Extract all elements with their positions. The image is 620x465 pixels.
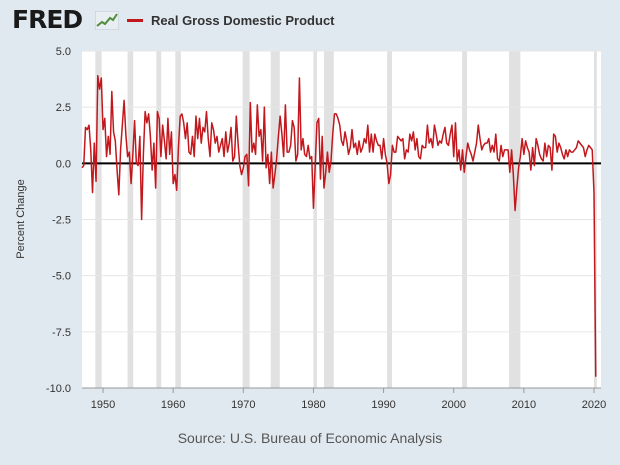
y-tick-label: -7.5 bbox=[52, 327, 71, 339]
chart: 5.02.50.0-2.5-5.0-7.5-10.0 1950 1960 1970 1… bbox=[15, 46, 606, 411]
x-tick-label: 1970 bbox=[231, 399, 255, 411]
series-line[interactable] bbox=[81, 74, 597, 377]
y-axis-label: Percent Change bbox=[15, 179, 27, 259]
y-tick-label: 5.0 bbox=[56, 46, 71, 58]
y-tick-label: 0.0 bbox=[56, 158, 71, 170]
y-tick-label: -2.5 bbox=[52, 215, 71, 227]
x-tick-label: 1950 bbox=[91, 399, 115, 411]
x-tick-label: 1990 bbox=[371, 399, 395, 411]
x-tick-label: 1980 bbox=[301, 399, 325, 411]
legend: Real Gross Domestic Product bbox=[127, 11, 335, 29]
y-tick-label: -10.0 bbox=[46, 383, 71, 395]
fred-logo[interactable]: FRED bbox=[12, 5, 83, 34]
x-tick-label: 2000 bbox=[441, 399, 465, 411]
series-layer bbox=[81, 74, 597, 377]
x-tick-label: 2020 bbox=[582, 399, 606, 411]
x-axis: 1950 1960 1970 1980 1990 2000 2010 2020 bbox=[82, 387, 606, 411]
header: FRED Real Gross Domestic Product bbox=[0, 0, 620, 40]
legend-swatch bbox=[127, 18, 143, 22]
y-tick-label: -5.0 bbox=[52, 271, 71, 283]
x-tick-label: 1960 bbox=[161, 399, 185, 411]
y-axis: 5.0 2.5 0.0 -2.5 -5.0 -7.5 -10.0 bbox=[46, 46, 71, 395]
y-tick-label: 2.5 bbox=[56, 102, 71, 114]
legend-label: Real Gross Domestic Product bbox=[151, 12, 335, 28]
trend-chart-icon bbox=[95, 11, 119, 30]
source-note: Source: U.S. Bureau of Economic Analysis bbox=[177, 430, 443, 446]
x-tick-label: 2010 bbox=[512, 399, 536, 411]
